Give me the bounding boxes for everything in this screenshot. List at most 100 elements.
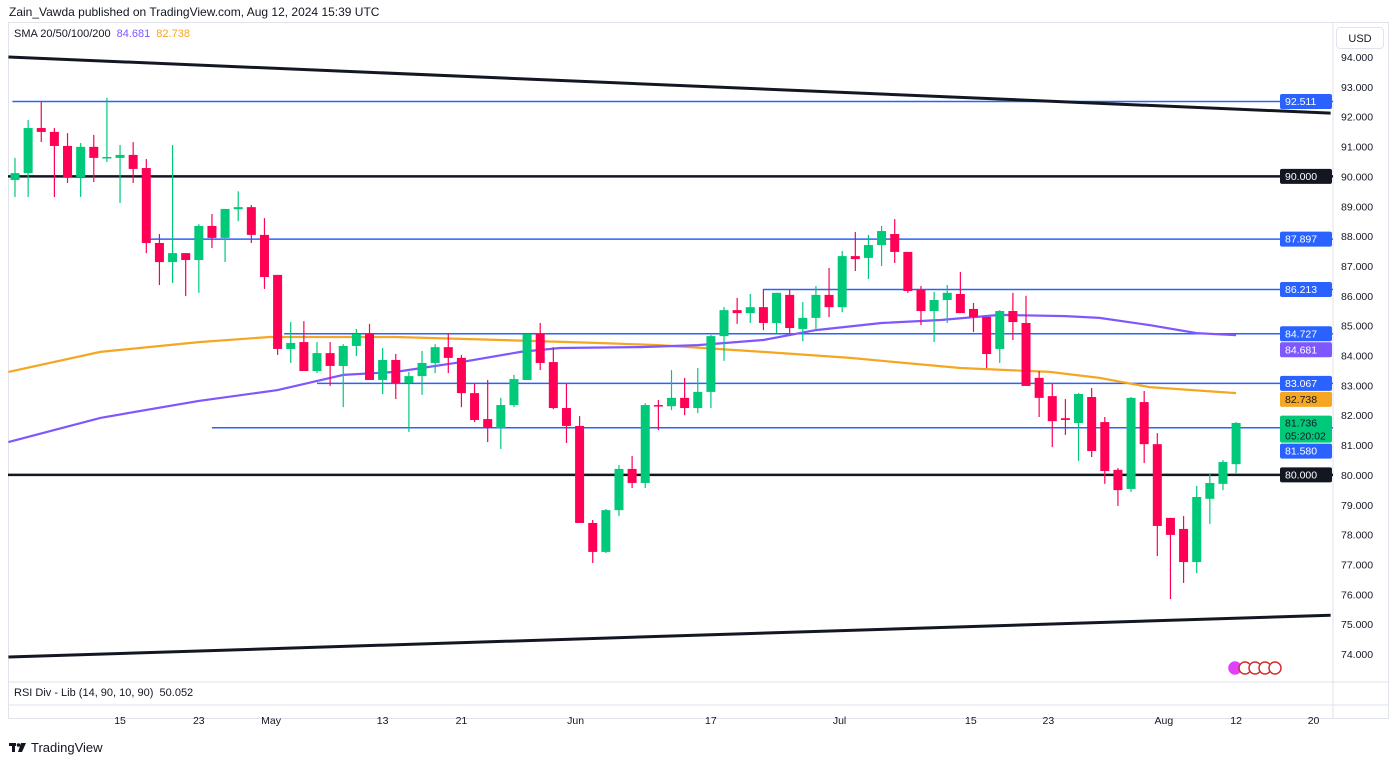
rsi-legend[interactable]: RSI Div - Lib (14, 90, 10, 90) 50.052 [14,687,193,699]
price-tick-label: 80.000 [1341,470,1373,482]
time-tick-label: 21 [456,715,468,727]
candle-up [1231,422,1241,465]
candle-up [929,299,939,312]
currency-button[interactable]: USD [1336,27,1384,49]
candle-down [785,294,795,329]
candle-down [1165,517,1175,535]
badge-value: 84.681 [1285,344,1317,356]
time-tick-label: 23 [1042,715,1054,727]
candle-up [837,256,847,308]
candle-down [89,146,99,158]
candle-up [1074,394,1084,423]
us-flag-event-icon [1268,661,1282,675]
badge-bg [1280,281,1332,297]
candle-down [561,408,571,426]
price-tick-label: 76.000 [1341,589,1373,601]
price-tick-label: 84.000 [1341,351,1373,363]
badge-value: 90.000 [1285,171,1317,183]
candle-up [1218,462,1228,484]
sma-legend[interactable]: SMA 20/50/100/200 84.681 82.738 [14,28,190,40]
candle-down [49,131,59,146]
candle-down [627,468,637,483]
candle-down [758,307,768,323]
badge-bg [1280,93,1332,109]
price-tick-label: 86.000 [1341,291,1373,303]
candle-up [115,154,125,158]
candle-down [181,253,191,260]
candle-down [1179,528,1189,563]
candle-up [601,510,611,552]
level-price-badge: 86.213 [1280,281,1332,297]
candle-down [1100,422,1110,472]
badge-bg [1280,467,1332,483]
candle-up [640,405,650,483]
candle-up [496,405,506,429]
sma-label: SMA 20/50/100/200 [14,28,111,40]
candle-up [1205,482,1215,499]
candle-down [325,353,335,366]
candle-down [680,397,690,409]
sma-orange-line [8,335,1237,395]
badge-bg [1280,231,1332,247]
candle-down [1152,444,1162,526]
purple-price-badge: 84.681 [1280,342,1332,358]
candle-up [1192,496,1202,563]
rsi-value: 50.052 [159,687,194,699]
price-tick-label: 74.000 [1341,649,1373,661]
badge-value: 83.067 [1285,378,1317,390]
badge-value: 80.000 [1285,469,1317,481]
price-tick-label: 82.000 [1341,410,1373,422]
candle-up [693,391,703,409]
candle-down [1047,396,1057,422]
candle-down [535,334,545,363]
candle-up [286,342,296,349]
badge-bg [1280,443,1332,459]
badge-bg [1280,375,1332,391]
level-price-badge: 92.511 [1280,93,1332,109]
level-price-badge: 90.000 [1280,168,1332,184]
candle-down [653,405,663,407]
tradingview-logo-icon [9,743,26,752]
rsi-label: RSI Div - Lib (14, 90, 10, 90) [14,687,154,699]
sma-purple-value: 84.681 [116,28,151,40]
candle-up [995,311,1005,349]
candle-up [220,208,230,238]
candle-down [365,334,375,380]
candle-up [863,245,873,258]
candle-down [1113,469,1123,491]
candle-down [483,419,493,429]
time-tick-label: 15 [114,715,126,727]
sma-purple-line [8,313,1237,444]
badge-value: 92.511 [1285,96,1316,108]
candle-up [404,376,414,383]
badge-bg [1280,342,1332,358]
price-tick-label: 94.000 [1341,52,1373,64]
candle-up [745,307,755,314]
candle-up [522,334,532,380]
candle-down [548,362,558,409]
candle-up [706,336,716,392]
level-price-badge: 81.580 [1280,443,1332,459]
price-tick-label: 91.000 [1341,142,1373,154]
price-tick-label: 87.000 [1341,261,1373,273]
candle-up [877,231,887,246]
time-tick-label: 20 [1308,715,1320,727]
candle-down [1034,377,1044,398]
badge-bg [1280,391,1332,407]
candle-down [443,347,453,358]
candle-up [798,317,808,329]
chart-frame [8,22,1389,719]
time-tick-label: 13 [377,715,389,727]
candle-down [36,128,46,132]
footer-brand[interactable]: TradingView [9,740,103,755]
candle-up [168,253,178,263]
price-tick-label: 79.000 [1341,500,1373,512]
time-tick-label: Jun [567,715,584,727]
candle-up [942,292,952,300]
price-tick-label: 89.000 [1341,201,1373,213]
candle-down [470,393,480,420]
price-tick-label: 92.000 [1341,112,1373,124]
candle-down [824,294,834,308]
